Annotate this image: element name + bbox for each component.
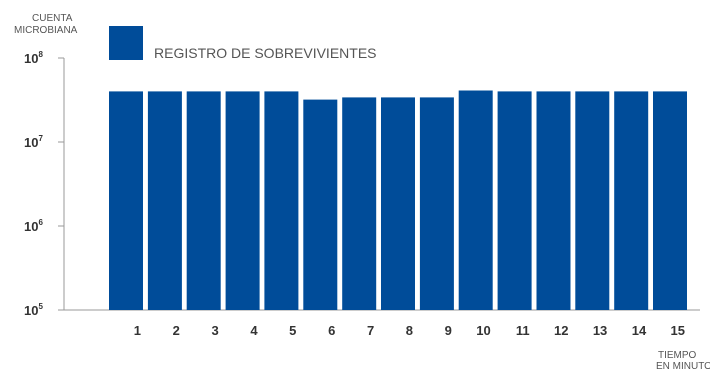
x-tick-label: 12	[554, 323, 568, 338]
x-axis-tick-labels: 1 2 3 4 5 6 7 8 9 10 11 12 13 14 15	[134, 323, 685, 338]
bar-minute-6	[303, 99, 338, 310]
legend-label: REGISTRO DE SOBREVIVIENTES	[154, 45, 377, 61]
x-tick-label: 2	[173, 323, 180, 338]
x-tick-label: 9	[445, 323, 452, 338]
bars	[109, 90, 687, 311]
x-tick-label: 5	[289, 323, 296, 338]
bar-minute-8	[381, 97, 415, 311]
y-tick-label: 108	[24, 50, 43, 66]
x-tick-label: 11	[516, 323, 530, 338]
bar-minute-10	[458, 90, 493, 310]
legend-swatch	[109, 26, 143, 60]
bar-minute-14	[614, 91, 649, 311]
x-axis-title: TIEMPO EN MINUTOS	[656, 350, 710, 371]
bar-minute-5	[264, 91, 299, 311]
x-tick-label: 6	[328, 323, 335, 338]
x-tick-label: 3	[211, 323, 218, 338]
bar-minute-12	[536, 91, 571, 311]
x-axis-title-line-1: TIEMPO	[658, 350, 697, 361]
x-tick-label: 14	[632, 323, 647, 338]
legend: REGISTRO DE SOBREVIVIENTES	[109, 26, 377, 61]
x-tick-label: 8	[406, 323, 413, 338]
bar-minute-2	[147, 91, 182, 311]
bar-minute-7	[342, 97, 377, 311]
x-tick-label: 1	[134, 323, 141, 338]
bar-minute-3	[186, 91, 221, 311]
x-tick-label: 4	[250, 323, 258, 338]
bar-minute-1	[109, 91, 143, 311]
y-axis-title: CUENTA MICROBIANA	[14, 13, 78, 36]
x-axis-title-line-2: EN MINUTOS	[656, 361, 710, 371]
y-tick-label: 105	[24, 302, 43, 318]
bar-minute-9	[419, 97, 454, 311]
y-axis-title-line-2: MICROBIANA	[14, 25, 78, 36]
x-tick-label: 10	[476, 323, 490, 338]
y-axis-ticks: 105 106 107 108	[24, 50, 64, 318]
bar-minute-13	[575, 91, 610, 311]
y-tick-label: 107	[24, 134, 43, 150]
y-tick-label: 106	[24, 218, 43, 234]
x-tick-label: 13	[593, 323, 607, 338]
y-axis-title-line-1: CUENTA	[32, 13, 73, 24]
bar-minute-15	[653, 91, 687, 311]
bar-minute-11	[497, 91, 532, 311]
x-tick-label: 15	[671, 323, 685, 338]
x-tick-label: 7	[367, 323, 374, 338]
bar-minute-4	[225, 91, 260, 311]
